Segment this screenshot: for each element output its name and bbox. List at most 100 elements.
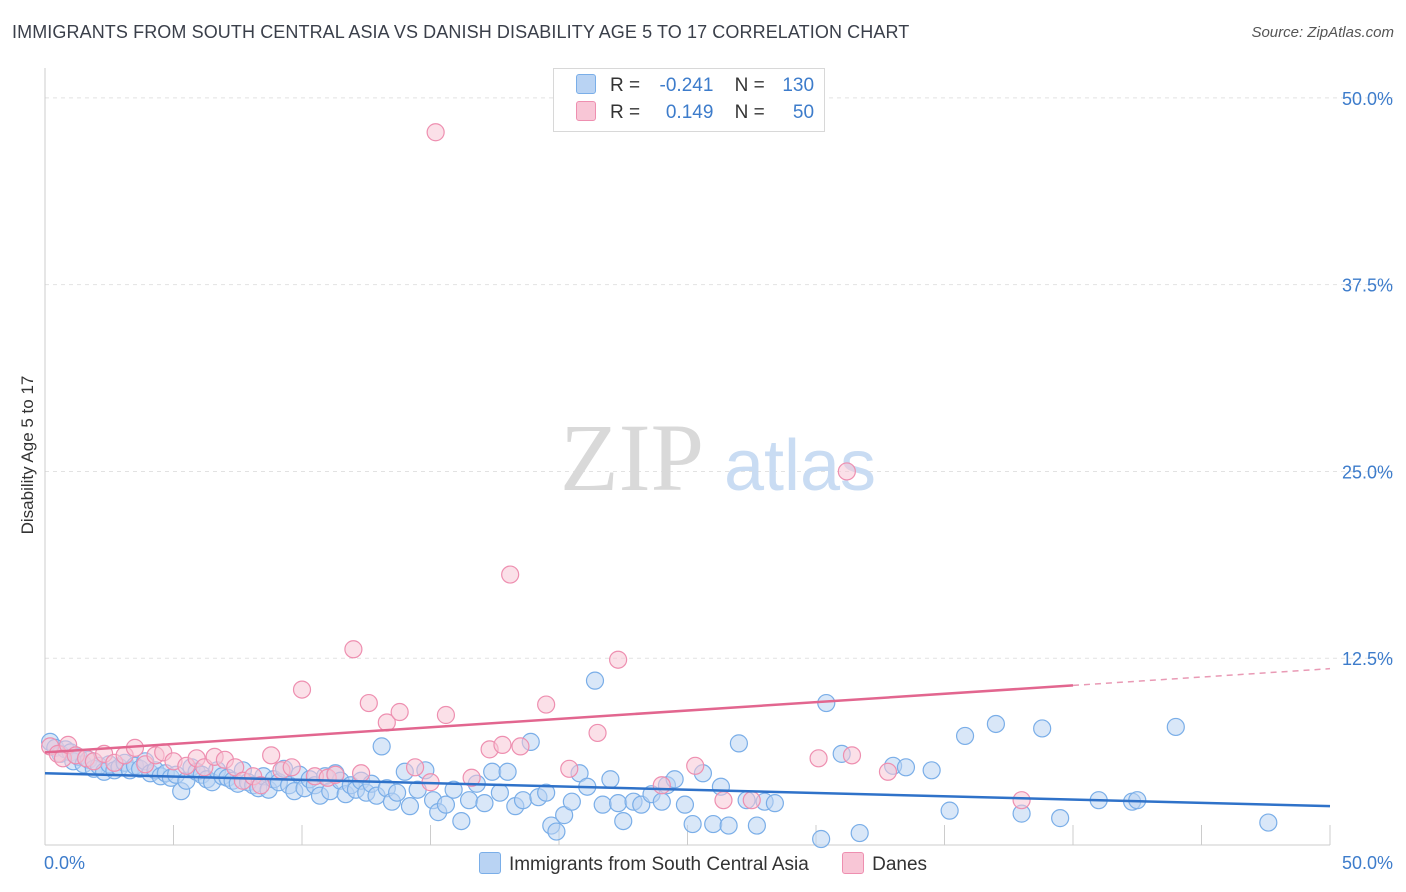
point-danes xyxy=(686,756,705,775)
legend-swatch-danes xyxy=(576,101,596,121)
point-immigrants xyxy=(940,801,959,820)
series-name-immigrants: Immigrants from South Central Asia xyxy=(508,854,809,875)
point-danes xyxy=(390,702,409,722)
point-danes xyxy=(809,749,828,768)
point-immigrants xyxy=(483,762,502,781)
trend-line-immigrants xyxy=(44,772,1331,808)
series-name-danes: Danes xyxy=(872,854,928,875)
series-legend-danes: Danes xyxy=(842,852,927,876)
series-legend: Immigrants from South Central Asia Danes xyxy=(0,852,1406,876)
point-immigrants xyxy=(1166,717,1185,737)
point-immigrants xyxy=(452,811,471,831)
point-immigrants xyxy=(704,814,723,834)
point-danes xyxy=(405,758,425,777)
source-label: Source: ZipAtlas.com xyxy=(1251,24,1394,41)
legend-n-label: N = xyxy=(734,102,765,123)
point-danes xyxy=(436,705,456,725)
gridlines xyxy=(45,97,1395,659)
point-immigrants xyxy=(896,758,916,777)
point-immigrants xyxy=(675,795,695,814)
y-axis-label: Disability Age 5 to 17 xyxy=(18,375,37,535)
point-danes xyxy=(742,791,761,810)
point-immigrants xyxy=(513,791,533,810)
legend-r-label: R = xyxy=(610,75,641,96)
series-legend-immigrants: Immigrants from South Central Asia xyxy=(478,852,809,876)
point-danes xyxy=(352,764,371,783)
point-immigrants xyxy=(372,737,391,756)
point-danes xyxy=(493,735,512,754)
point-immigrants xyxy=(850,823,869,843)
point-immigrants xyxy=(729,734,749,753)
point-immigrants xyxy=(537,783,556,802)
y-tick-label: 37.5% xyxy=(1342,276,1393,296)
point-immigrants xyxy=(601,770,620,789)
point-danes xyxy=(462,768,481,787)
point-danes xyxy=(714,791,733,810)
point-immigrants xyxy=(562,792,581,811)
legend-swatch-immigrants xyxy=(576,74,596,94)
y-tick-label: 50.0% xyxy=(1342,89,1393,109)
point-immigrants xyxy=(459,791,479,810)
point-danes xyxy=(262,746,281,765)
point-danes xyxy=(842,746,862,765)
point-immigrants xyxy=(555,806,574,825)
legend-r-value: -0.241 xyxy=(659,75,714,96)
point-danes xyxy=(837,462,856,481)
point-immigrants xyxy=(719,816,738,835)
point-danes xyxy=(292,680,312,699)
trend-line-danes xyxy=(44,684,1074,754)
point-immigrants xyxy=(683,814,702,834)
point-danes xyxy=(588,723,607,743)
point-immigrants xyxy=(498,762,517,781)
point-danes xyxy=(652,776,671,795)
point-immigrants xyxy=(765,794,784,813)
point-immigrants xyxy=(922,761,941,780)
point-immigrants xyxy=(444,780,463,799)
point-immigrants xyxy=(1033,719,1052,738)
point-danes xyxy=(426,123,445,142)
point-immigrants xyxy=(475,794,494,813)
point-immigrants xyxy=(747,816,766,835)
point-immigrants xyxy=(614,811,633,831)
point-immigrants xyxy=(609,794,628,813)
watermark-zip: ZIP xyxy=(560,404,704,511)
point-danes xyxy=(251,776,270,795)
legend-r-label: R = xyxy=(610,102,641,123)
axes xyxy=(44,68,1331,846)
series-swatch-immigrants xyxy=(478,852,501,874)
point-immigrants xyxy=(387,783,407,802)
point-immigrants xyxy=(436,795,456,814)
legend-n-value: 130 xyxy=(782,75,815,96)
x-tick-label: 50.0% xyxy=(1342,853,1393,873)
point-danes xyxy=(501,565,520,584)
point-danes xyxy=(344,640,363,659)
point-immigrants xyxy=(812,829,831,849)
legend-n-label: N = xyxy=(734,75,765,96)
point-danes xyxy=(878,762,898,781)
chart-title: IMMIGRANTS FROM SOUTH CENTRAL ASIA VS DA… xyxy=(12,22,910,42)
point-immigrants xyxy=(955,726,975,746)
tick-labels: 12.5% 25.0% 37.5% 50.0% 0.0% 50.0% xyxy=(44,89,1393,873)
point-danes xyxy=(560,759,579,778)
point-danes xyxy=(537,695,556,714)
x-tick-label: 0.0% xyxy=(44,853,85,873)
point-immigrants xyxy=(652,792,671,811)
point-immigrants xyxy=(547,822,566,841)
series-swatch-danes xyxy=(842,852,865,874)
trend-line-danes-extension xyxy=(1072,667,1331,687)
point-danes xyxy=(609,650,628,669)
watermark: ZIP atlas xyxy=(560,404,876,511)
point-danes xyxy=(282,758,301,777)
legend-n-value: 50 xyxy=(792,102,815,123)
point-immigrants xyxy=(1051,809,1070,828)
point-danes xyxy=(511,737,530,756)
point-danes xyxy=(1012,791,1031,810)
point-danes xyxy=(326,765,345,784)
legend-r-value: 0.149 xyxy=(665,102,714,123)
y-tick-label: 12.5% xyxy=(1342,649,1393,669)
point-danes xyxy=(359,693,378,713)
point-immigrants xyxy=(593,795,612,814)
trend-lines xyxy=(44,667,1331,808)
point-immigrants xyxy=(490,783,509,802)
